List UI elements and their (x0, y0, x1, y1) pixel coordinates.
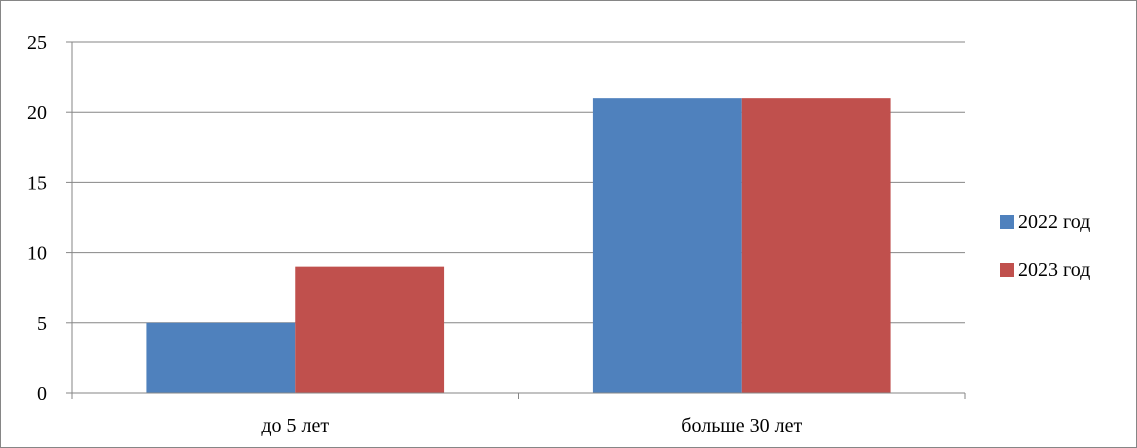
y-tick-label: 0 (37, 383, 47, 405)
bars (146, 98, 891, 393)
legend-swatch-series-2 (1000, 263, 1014, 277)
bar-series-2-cat-2 (741, 98, 891, 393)
legend-item-series-1: 2022 год (1000, 198, 1130, 246)
legend-swatch-series-1 (1000, 215, 1014, 229)
y-tick-label: 20 (27, 102, 47, 124)
legend-label-series-2: 2023 год (1018, 258, 1091, 281)
y-tick-label: 10 (27, 243, 47, 265)
y-tick-label: 25 (27, 32, 47, 54)
x-tick-label: больше 30 лет (681, 415, 802, 437)
bar-series-2-cat-1 (295, 266, 445, 393)
bar-series-1-cat-2 (592, 98, 742, 393)
legend-item-series-2: 2023 год (1000, 246, 1130, 294)
x-tick-label: до 5 лет (261, 415, 329, 437)
y-tick-label: 5 (37, 313, 47, 335)
bar-series-1-cat-1 (146, 322, 296, 393)
tick-labels: 0 5 10 15 20 25 до 5 лет больше 30 лет (27, 32, 802, 437)
legend: 2022 год 2023 год (1000, 198, 1130, 294)
axes (66, 41, 966, 399)
y-tick-label: 15 (27, 172, 47, 194)
legend-label-series-1: 2022 год (1018, 210, 1091, 233)
